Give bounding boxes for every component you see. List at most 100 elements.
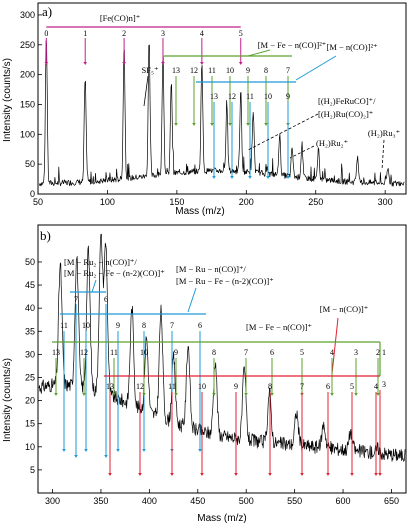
mfe2-series-number: 7 bbox=[286, 66, 290, 75]
m-number: 12 bbox=[136, 382, 144, 391]
y-tick-label: 200 bbox=[20, 70, 35, 80]
mfe2-series-label: [M − Fe − n(CO)]²⁺ bbox=[258, 40, 327, 50]
m2-series-number: 9 bbox=[286, 92, 290, 101]
h2feru-leader bbox=[247, 113, 319, 151]
h2ru2-leader bbox=[289, 145, 315, 159]
mfe-arrow bbox=[112, 393, 116, 396]
m2-series-number: 10 bbox=[264, 92, 272, 101]
y-tick-label: 20 bbox=[25, 396, 35, 406]
m2-series-arrow bbox=[266, 176, 270, 179]
y-tick-label: 25 bbox=[25, 372, 35, 382]
y-tick-label: 250 bbox=[20, 40, 35, 50]
m-arrow bbox=[268, 473, 272, 476]
fe-series-number: 2 bbox=[122, 29, 126, 38]
mru2-label-2: [M − Ru₂ − Fe − (n-2)(CO)]⁺ bbox=[64, 268, 165, 278]
mfe-arrow bbox=[212, 393, 216, 396]
mru-leader bbox=[187, 287, 197, 313]
y-tick-label: 300 bbox=[20, 10, 35, 20]
mfe-arrow bbox=[330, 393, 334, 396]
panel-a-annotations: [Fe(CO)n]⁺0 1 2 3 4 5[M − Fe − n(CO)]²⁺13 12 11… bbox=[44, 13, 400, 179]
mfe2-series-number: 10 bbox=[226, 66, 234, 75]
fe-series-label: [Fe(CO)n]⁺ bbox=[100, 13, 140, 23]
mru-label-2: [M − Ru − Fe − (n-2)(CO)]⁺ bbox=[176, 276, 274, 286]
y-tick-label: 10 bbox=[25, 442, 35, 452]
h2ru2-label: (H₂)Ru₂⁺ bbox=[316, 138, 348, 148]
mfe2-series-number: 13 bbox=[172, 66, 180, 75]
m-series-label: [M − n(CO)]⁺ bbox=[320, 304, 368, 314]
m2-series-number: 11 bbox=[246, 92, 254, 101]
panel-b-y-label: Intensity (counts/s) bbox=[2, 358, 13, 442]
panel-b-spectrum bbox=[38, 233, 406, 462]
x-tick-label: 50 bbox=[33, 197, 43, 207]
m-number: 11 bbox=[168, 382, 176, 391]
mfe2-series-arrow bbox=[264, 123, 268, 126]
mru2-leader bbox=[91, 279, 97, 293]
h2ruco2-label: [(H₂)Ru(CO)₂]⁺ bbox=[318, 109, 373, 119]
h2feru-label: [(H₂)FeRuCO]⁺/ bbox=[318, 96, 376, 106]
mfe-number: 11 bbox=[110, 348, 118, 357]
m-arrow bbox=[200, 473, 204, 476]
mfe2-series-arrow bbox=[228, 123, 232, 126]
mfe-number: 12 bbox=[80, 348, 88, 357]
mfe-number: 6 bbox=[270, 348, 274, 357]
fe-series-number: 3 bbox=[161, 29, 165, 38]
fe-series-arrow bbox=[161, 62, 165, 65]
x-tick-label: 400 bbox=[142, 496, 157, 506]
mru-arrow bbox=[84, 449, 88, 452]
m-number: 9 bbox=[234, 382, 238, 391]
m-arrow bbox=[108, 473, 112, 476]
sf5-label: SF₅⁺ bbox=[142, 65, 159, 75]
panel-b-frame bbox=[37, 224, 407, 494]
mru2-arrow bbox=[74, 455, 78, 458]
m2-series-arrow bbox=[248, 176, 252, 179]
mfe-number: 10 bbox=[140, 348, 148, 357]
mfe-series-label: [M − Fe − n(CO)]⁺ bbox=[246, 322, 312, 332]
y-tick-label: 35 bbox=[25, 326, 35, 336]
sf5-leader bbox=[143, 75, 149, 107]
m-arrow bbox=[374, 473, 378, 476]
y-tick-label: 40 bbox=[25, 303, 35, 313]
panel-a-y-label: Intensity (counts/s) bbox=[2, 58, 13, 142]
x-tick-label: 200 bbox=[239, 197, 254, 207]
mfe2-leader bbox=[247, 49, 271, 57]
mru-number: 7 bbox=[170, 321, 174, 330]
fe-series-number: 5 bbox=[239, 29, 243, 38]
x-tick-label: 300 bbox=[45, 496, 60, 506]
m-arrow bbox=[300, 473, 304, 476]
mru-number: 8 bbox=[142, 321, 146, 330]
x-tick-label: 550 bbox=[287, 496, 302, 506]
panel-a-spectrum bbox=[39, 40, 405, 187]
panel-b-annotations: [M − Ru₂ − n(CO)]⁺/[M − Ru₂ − Fe − (n-2)… bbox=[52, 257, 386, 476]
fe-series-number: 0 bbox=[44, 29, 48, 38]
panel-a-x-axis: 50 100 150 200 250 300 bbox=[33, 190, 393, 207]
mfe-number: 1 bbox=[382, 348, 386, 357]
x-tick-label: 450 bbox=[190, 496, 205, 506]
x-tick-label: 150 bbox=[169, 197, 184, 207]
fe-series-arrow bbox=[44, 62, 49, 65]
m-leader bbox=[331, 317, 339, 375]
x-tick-label: 500 bbox=[239, 496, 254, 506]
m2-series-arrow bbox=[230, 176, 234, 179]
mfe2-series-number: 11 bbox=[208, 66, 216, 75]
fe-series-arrow bbox=[238, 62, 243, 65]
panel-a-frame bbox=[37, 2, 407, 195]
y-tick-label: 15 bbox=[25, 419, 35, 429]
m-arrow bbox=[378, 473, 382, 476]
m-arrow bbox=[234, 473, 238, 476]
mfe-arrow bbox=[244, 393, 248, 396]
m-number: 8 bbox=[268, 382, 272, 391]
y-tick-label: 30 bbox=[25, 349, 35, 359]
m-arrow bbox=[170, 473, 174, 476]
mfe-arrow bbox=[142, 393, 146, 396]
mfe2-series-arrow bbox=[192, 123, 196, 126]
fe-series-number: 4 bbox=[200, 29, 204, 38]
panel-b-x-axis: 300 350 400 450 500 550 600 650 bbox=[45, 489, 399, 506]
fe-series-number: 1 bbox=[83, 29, 87, 38]
panel-b-label: b) bbox=[40, 228, 51, 243]
mfe-number: 7 bbox=[244, 348, 248, 357]
m-number: 6 bbox=[326, 382, 330, 391]
mru2-arrow bbox=[104, 455, 108, 458]
mfe-number: 2 bbox=[376, 348, 380, 357]
mru2-label-1: [M − Ru₂ − n(CO)]⁺/ bbox=[64, 257, 137, 267]
